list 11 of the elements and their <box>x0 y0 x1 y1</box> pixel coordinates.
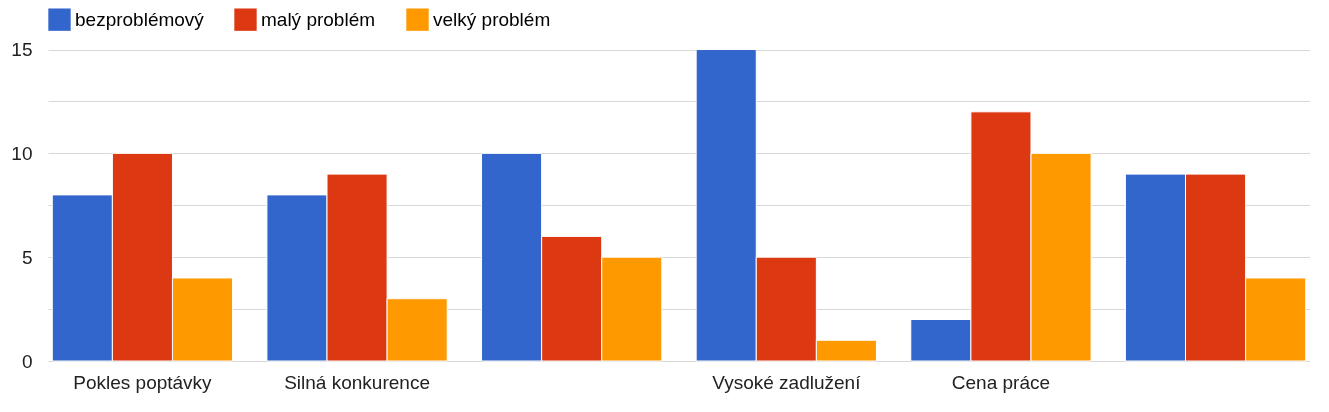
x-tick-label: Vysoké zadlužení <box>712 371 862 393</box>
legend-label: malý problém <box>261 8 376 30</box>
legend-label: velký problém <box>433 8 551 30</box>
x-tick-label: Pokles poptávky <box>73 371 213 393</box>
x-tick-label: Cena práce <box>951 371 1051 393</box>
y-tick-label: 10 <box>11 142 33 164</box>
y-tick-label: 5 <box>21 246 33 268</box>
legend-label: bezproblémový <box>75 8 205 30</box>
x-tick-label: Silná konkurence <box>284 371 430 393</box>
y-tick-label: 0 <box>21 350 33 372</box>
y-tick-label: 15 <box>11 39 33 61</box>
